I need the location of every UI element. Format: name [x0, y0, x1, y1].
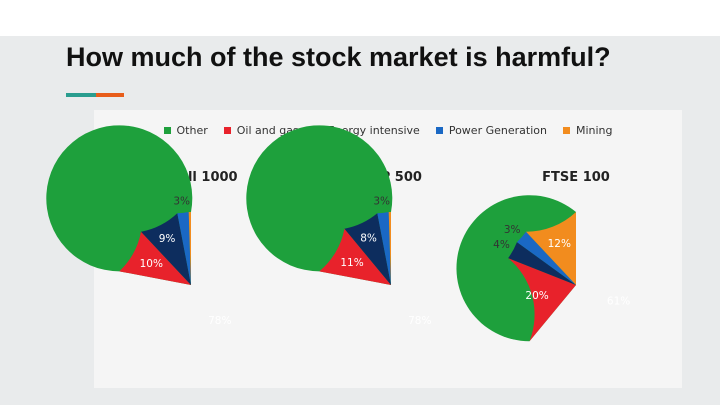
legend-item-mining: Mining	[562, 124, 613, 137]
chart-title-ftse-100: FTSE 100	[542, 170, 610, 185]
slide-title: How much of the stock market is harmful?	[66, 42, 611, 72]
legend-item-other: Other	[163, 124, 208, 137]
legend-label-mining: Mining	[575, 124, 613, 137]
pie-slice-ftse-100-oil-and-gas	[508, 258, 576, 342]
pie-label-ftse-100-mining: 12%	[548, 238, 571, 250]
pie-slice-ftse-100-power-generation	[516, 231, 576, 285]
pie-slice-russell-1000-energy-intensive	[141, 213, 191, 285]
legend-item-oil-and-gas: Oil and gas	[223, 124, 299, 137]
pie-label-ftse-100-power-generation: 3%	[504, 224, 521, 236]
pie-label-russell-1000-oil-and-gas: 10%	[140, 258, 163, 270]
pie-label-s-p-500-power-generation: 3%	[373, 196, 390, 208]
pie-slice-s-p-500-oil-and-gas	[319, 228, 391, 285]
pie-label-s-p-500-oil-and-gas: 11%	[340, 257, 363, 269]
pie-slice-russell-1000-oil-and-gas	[119, 231, 191, 285]
pie-slice-s-p-500-energy-intensive	[344, 213, 391, 285]
pie-chart-ftse-100: 61% 20% 4% 3% 12%	[456, 195, 630, 342]
pie-slice-russell-1000-mining	[188, 212, 191, 285]
legend-swatch-power-generation	[435, 127, 443, 134]
pie-slice-ftse-100-energy-intensive	[508, 242, 576, 285]
legend-label-oil-and-gas: Oil and gas	[236, 124, 299, 137]
legend-label-other: Other	[176, 124, 208, 137]
legend-item-power-generation: Power Generation	[435, 124, 547, 137]
legend-swatch-other	[163, 127, 171, 134]
title-accent-teal	[66, 93, 96, 97]
title-accent-orange	[96, 93, 124, 97]
pie-label-russell-1000-other: 78%	[208, 315, 231, 327]
pie-chart-sp-500: 78% 11% 8% 3%	[246, 125, 431, 327]
legend-label-power-generation: Power Generation	[448, 124, 547, 137]
pie-label-ftse-100-oil-and-gas: 20%	[525, 290, 548, 302]
pie-chart-russell-1000: 78% 10% 9% 3%	[46, 125, 231, 327]
pie-label-s-p-500-energy-intensive: 8%	[360, 232, 377, 244]
pie-slice-s-p-500-power-generation	[377, 212, 391, 285]
legend-swatch-oil-and-gas	[223, 127, 231, 134]
pie-slice-ftse-100-mining	[526, 212, 576, 285]
pie-label-russell-1000-energy-intensive: 9%	[159, 233, 176, 245]
pie-slice-russell-1000-power-generation	[177, 212, 191, 285]
pie-label-ftse-100-energy-intensive: 4%	[493, 239, 510, 251]
top-band	[0, 0, 720, 36]
pie-slice-s-p-500-mining	[388, 212, 391, 285]
pie-label-s-p-500-other: 78%	[408, 315, 431, 327]
chart-legend: Other Oil and gas Energy intensive Power…	[94, 124, 682, 137]
pie-label-ftse-100-other: 61%	[607, 295, 630, 307]
legend-swatch-mining	[562, 127, 570, 134]
pie-label-russell-1000-power-generation: 3%	[173, 196, 190, 208]
chart-panel: Other Oil and gas Energy intensive Power…	[46, 110, 682, 388]
